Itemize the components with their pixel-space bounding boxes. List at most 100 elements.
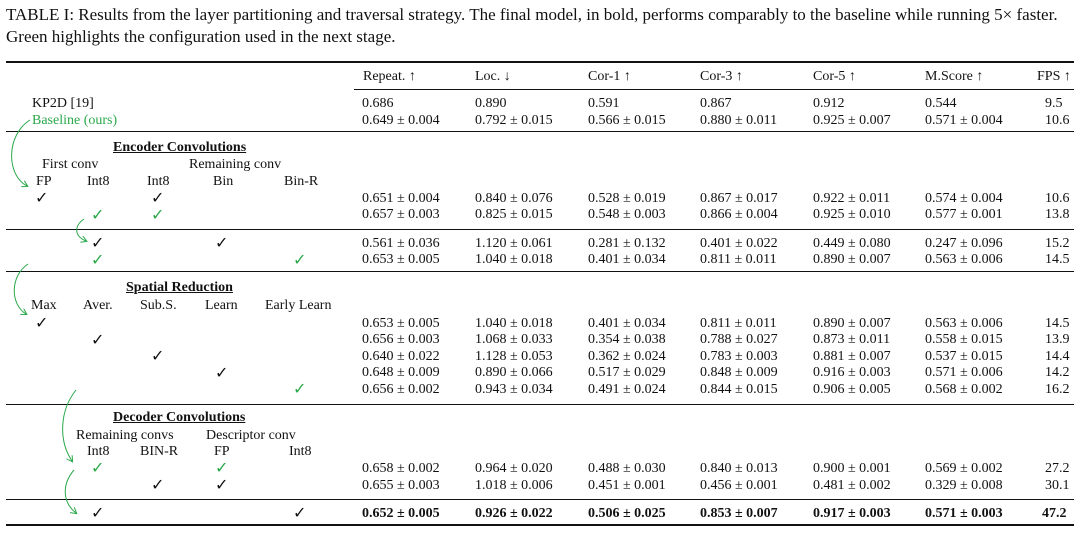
table-cell: 0.686 [362,96,394,111]
encoder-group-remaining: Remaining conv [189,157,282,172]
decoder-col-fp: FP [214,444,230,459]
checkmark-icon: ✓ [215,233,229,252]
table-cell: 0.867 ± 0.017 [700,191,778,206]
table-cell: 0.655 ± 0.003 [362,478,440,493]
table-cell: 0.563 ± 0.006 [925,252,1003,267]
decoder-col-int8-2: Int8 [289,444,312,459]
header-rule [354,89,1074,90]
table-cell: 0.922 ± 0.011 [813,191,891,206]
table-cell: 0.880 ± 0.011 [700,113,778,128]
spatial-col-early-learn: Early Learn [265,298,332,313]
table-cell: 0.548 ± 0.003 [588,207,666,222]
checkmark-icon: ✓ [215,475,229,494]
table-cell: 0.811 ± 0.011 [700,316,777,331]
table-cell: 0.329 ± 0.008 [925,478,1003,493]
table-cell: 0.558 ± 0.015 [925,332,1003,347]
table-cell: 0.656 ± 0.002 [362,382,440,397]
table-cell: 10.6 [1045,113,1070,128]
table-cell: 1.068 ± 0.033 [475,332,553,347]
table-cell: 0.653 ± 0.005 [362,316,440,331]
final-row-cell: 0.506 ± 0.025 [588,506,666,521]
checkmark-icon: ✓ [91,233,105,252]
table-cell: 0.354 ± 0.038 [588,332,666,347]
table-cell: 0.517 ± 0.029 [588,365,666,380]
checkmark-icon: ✓ [151,346,165,365]
table-cell: 0.653 ± 0.005 [362,252,440,267]
table-cell: 0.658 ± 0.002 [362,461,440,476]
table-cell: 0.561 ± 0.036 [362,236,440,251]
decoder-col-int8: Int8 [87,444,110,459]
table-cell: 0.488 ± 0.030 [588,461,666,476]
checkmark-icon: ✓ [215,458,229,477]
spatial-col-max: Max [31,298,57,313]
checkmark-icon: ✓ [91,503,105,522]
table-caption: TABLE I: Results from the layer partitio… [6,4,1076,48]
table-cell: 0.571 ± 0.004 [925,113,1003,128]
encoder-col-fp: FP [36,174,52,189]
checkmark-icon: ✓ [215,363,229,382]
final-row-cell: 0.571 ± 0.003 [925,506,1003,521]
table-cell: 27.2 [1045,461,1070,476]
section-rule-encoder [6,131,1074,132]
checkmark-icon: ✓ [35,188,49,207]
table-cell: 13.8 [1045,207,1070,222]
checkmark-icon: ✓ [91,330,105,349]
table-cell: 0.528 ± 0.019 [588,191,666,206]
decoder-col-binr: BIN-R [140,444,179,459]
table-cell: 16.2 [1045,382,1070,397]
top-rule [6,61,1074,63]
encoder-title: Encoder Convolutions [113,140,247,155]
table-cell: 0.890 ± 0.066 [475,365,553,380]
table-cell: 0.792 ± 0.015 [475,113,553,128]
row-label-baseline: Baseline (ours) [32,113,118,128]
table-cell: 0.844 ± 0.015 [700,382,778,397]
table-cell: 0.890 ± 0.007 [813,252,891,267]
arrow-baseline-to-encoder [11,119,31,186]
checkmark-icon: ✓ [293,250,307,269]
table-cell: 0.591 [588,96,620,111]
table-cell: 0.916 ± 0.003 [813,365,891,380]
row-label-kp2d: KP2D [19] [32,96,94,111]
section-rule-spatial [6,271,1074,272]
bottom-rule [6,524,1074,526]
table-cell: 0.925 ± 0.007 [813,113,891,128]
decoder-group-remaining: Remaining convs [76,428,174,443]
table-cell: 10.6 [1045,191,1070,206]
spatial-col-learn: Learn [205,298,238,313]
encoder-col-bin: Bin [213,174,234,189]
table-cell: 0.544 [925,96,957,111]
table-cell: 0.788 ± 0.027 [700,332,778,347]
final-row-cell: 0.652 ± 0.005 [362,506,440,521]
table-cell: 0.890 [475,96,507,111]
encoder-col-int8: Int8 [87,174,110,189]
spatial-col-aver: Aver. [83,298,113,313]
table-cell: 0.906 ± 0.005 [813,382,891,397]
table-cell: 13.9 [1045,332,1070,347]
final-row-cell: 0.853 ± 0.007 [700,506,778,521]
arrow-encoder-to-spatial [13,263,29,314]
table-cell: 0.848 ± 0.009 [700,365,778,380]
table-cell: 15.2 [1045,236,1070,251]
arrow-decoder-to-final [64,469,76,513]
table-cell: 1.040 ± 0.018 [475,252,553,267]
table-cell: 1.128 ± 0.053 [475,349,553,364]
table-cell: 1.040 ± 0.018 [475,316,553,331]
table-cell: 0.825 ± 0.015 [475,207,553,222]
table-cell: 0.574 ± 0.004 [925,191,1003,206]
table-cell: 0.449 ± 0.080 [813,236,891,251]
header-cor1: Cor-1 ↑ [588,69,631,84]
arrow-encoder-row [76,218,86,241]
table-cell: 0.866 ± 0.004 [700,207,778,222]
decoder-group-descriptor: Descriptor conv [206,428,296,443]
subsection-rule-encoder [6,229,1074,230]
table-cell: 0.900 ± 0.001 [813,461,891,476]
checkmark-icon: ✓ [91,250,105,269]
table-cell: 0.362 ± 0.024 [588,349,666,364]
section-rule-decoder [6,404,1074,405]
table-cell: 0.649 ± 0.004 [362,113,440,128]
table-cell: 0.867 [700,96,732,111]
header-repeat: Repeat. ↑ [363,69,416,84]
table-cell: 0.247 ± 0.096 [925,236,1003,251]
arrow-spatial-to-decoder [62,389,77,461]
table-cell: 1.018 ± 0.006 [475,478,553,493]
